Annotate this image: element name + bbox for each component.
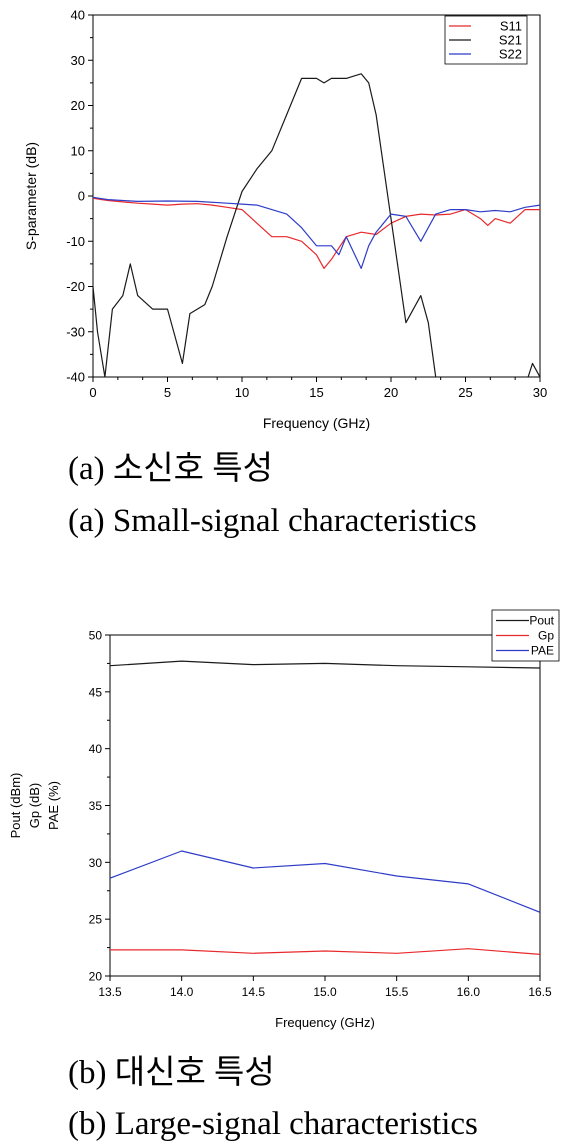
b-x-axis-label: Frequency (GHz)	[275, 1015, 375, 1030]
a-series-s22	[93, 196, 540, 269]
b-y-tick-label: 40	[89, 742, 103, 756]
b-plot-frame	[109, 634, 541, 977]
a-legend-label: S11	[500, 19, 522, 34]
b-y-axis-label: Gp (dB)	[27, 783, 42, 829]
a-y-tick-label: 30	[71, 53, 85, 68]
a-y-tick-label: 20	[71, 98, 85, 113]
a-x-tick-label: 5	[164, 385, 171, 400]
a-series-s21	[93, 73, 437, 377]
b-x-tick-label: 16.5	[528, 985, 552, 999]
a-legend-label: S21	[499, 33, 522, 48]
a-legend-label: S22	[499, 47, 522, 62]
a-x-tick-label: 10	[235, 385, 249, 400]
a-y-tick-label: -10	[66, 234, 85, 249]
caption-b-korean: (b) 대신호 특성	[68, 1055, 275, 1091]
b-series-pae	[110, 850, 540, 913]
a-y-tick-label: 0	[78, 189, 85, 204]
b-legend-label: Gp	[538, 629, 554, 643]
b-y-tick-label: 30	[89, 856, 103, 870]
b-x-tick-label: 14.5	[242, 985, 266, 999]
a-x-tick-label: 20	[384, 385, 398, 400]
b-x-tick-label: 14.0	[170, 985, 194, 999]
a-y-tick-label: -30	[66, 324, 85, 339]
small-signal-chart: 0 5 10 15 20 25 30 -40 -30 -20 -10 0 10 20 30 40 Frequen…	[23, 8, 547, 432]
a-y-axis-label: S-parameter (dB)	[23, 142, 39, 250]
a-y-tick-label: 10	[71, 143, 85, 158]
caption-a-korean: (a) 소신호 특성	[68, 451, 273, 487]
b-legend-label: PAE	[531, 644, 554, 658]
b-y-tick-label: 35	[89, 799, 103, 813]
a-series-s21-segment-2	[527, 362, 540, 377]
a-x-tick-label: 0	[89, 385, 96, 400]
b-x-tick-label: 15.5	[385, 985, 409, 999]
b-x-tick-label: 13.5	[98, 985, 122, 999]
b-x-tick-label: 15.0	[313, 985, 337, 999]
b-series-pout	[110, 660, 540, 669]
a-series-group	[93, 73, 540, 377]
b-y-tick-label: 25	[89, 913, 103, 927]
a-y-tick-label: -20	[66, 279, 85, 294]
b-y-tick-label: 45	[89, 685, 103, 699]
a-y-tick-label: -40	[66, 370, 85, 385]
b-series-gp	[110, 948, 540, 955]
caption-a-english: (a) Small-signal characteristics	[68, 503, 477, 539]
a-y-tick-label: 40	[71, 8, 85, 23]
b-legend-label: Pout	[529, 614, 554, 628]
b-series-group	[110, 660, 540, 955]
b-y-axis-label: Pout (dBm)	[8, 773, 23, 839]
b-x-tick-label: 16.0	[457, 985, 481, 999]
a-x-axis-label: Frequency (GHz)	[263, 415, 370, 431]
b-y-tick-label: 50	[89, 629, 103, 643]
a-series-s11	[93, 197, 540, 269]
b-y-tick-label: 20	[89, 970, 103, 984]
a-x-tick-label: 25	[458, 385, 472, 400]
caption-b-english: (b) Large-signal characteristics	[68, 1106, 478, 1142]
large-signal-chart: 13.5 14.0 14.5 15.0 15.5 16.0 16.5 20 25 30 35 40 45…	[8, 609, 560, 1030]
b-y-axis-label: PAE (%)	[46, 781, 61, 830]
a-x-tick-label: 15	[309, 385, 323, 400]
a-plot-frame	[92, 14, 541, 378]
a-x-tick-label: 30	[533, 385, 547, 400]
